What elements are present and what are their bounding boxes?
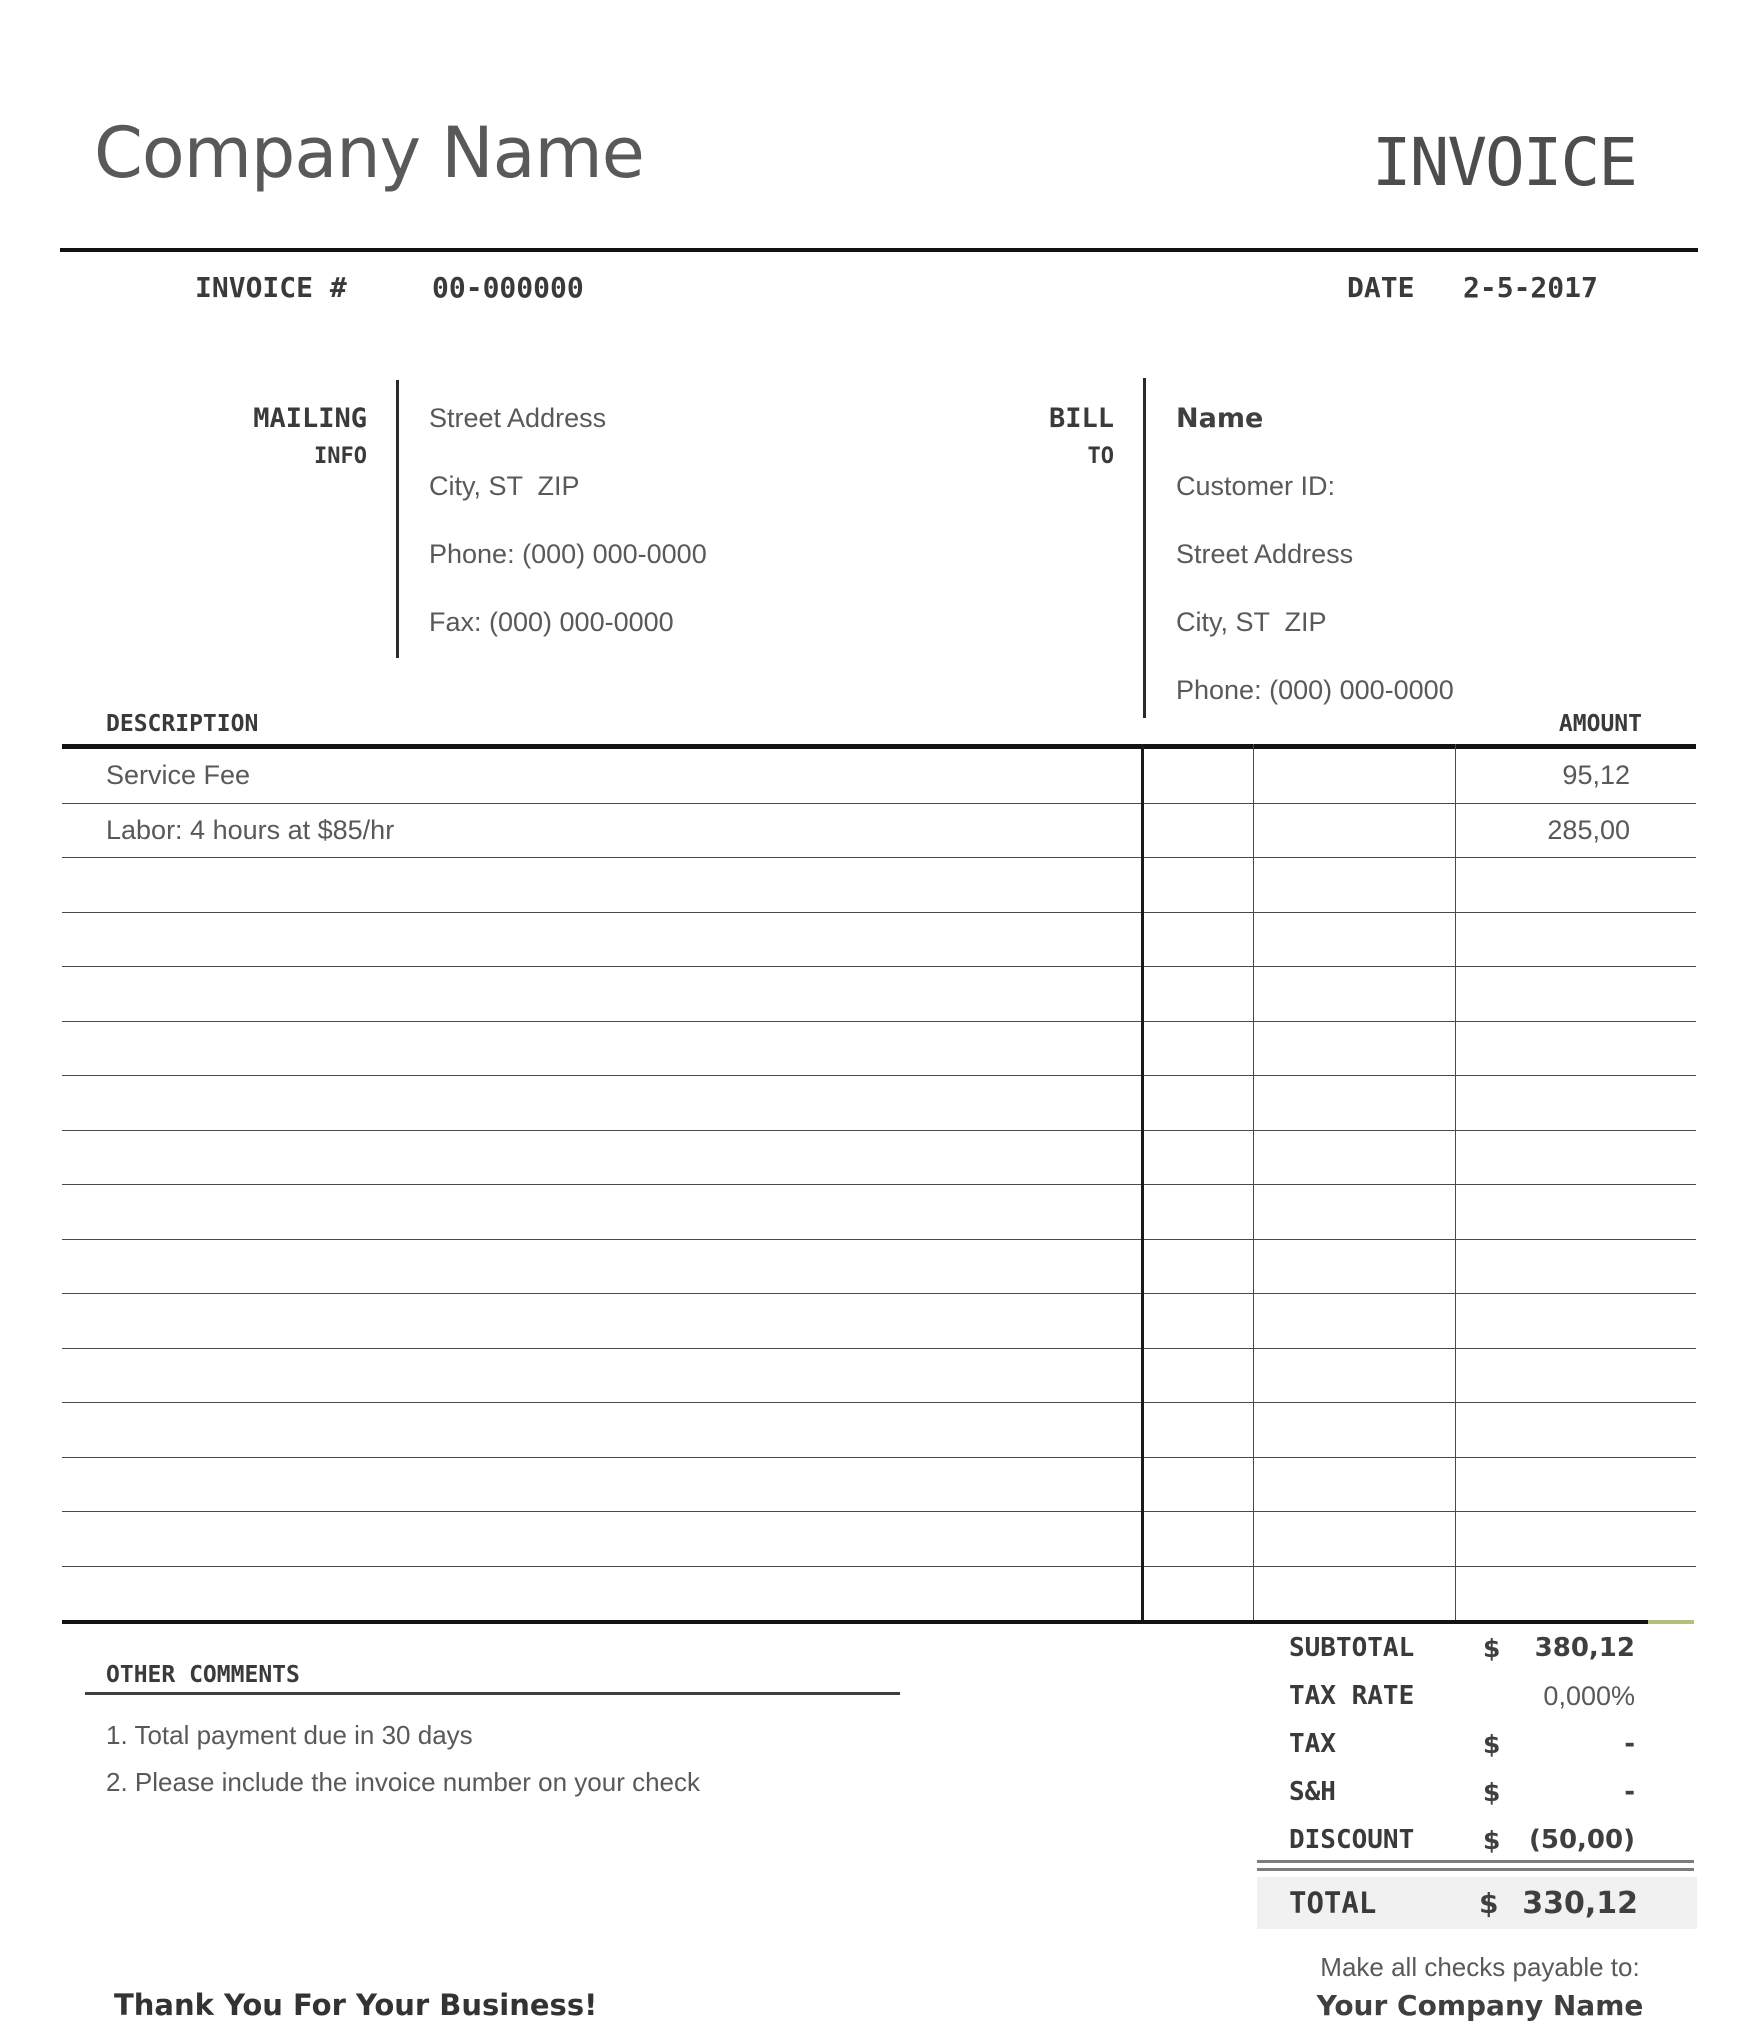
header-divider bbox=[60, 248, 1698, 252]
date-label: DATE bbox=[1347, 271, 1415, 304]
mailing-label-line2: INFO bbox=[314, 444, 367, 469]
table-top-border bbox=[62, 744, 1696, 749]
subtotal-currency: $ bbox=[1483, 1633, 1501, 1663]
totals-block: SUBTOTAL $ 380,12 TAX RATE 0,000% TAX $ … bbox=[1257, 1624, 1694, 1864]
table-row-empty bbox=[62, 1567, 1696, 1621]
tax-row: TAX $ - bbox=[1257, 1720, 1694, 1768]
row-amount: 95,12 bbox=[1562, 760, 1630, 791]
table-row-empty bbox=[62, 1403, 1696, 1458]
table-row-empty bbox=[62, 1512, 1696, 1567]
bill-to-phone: Phone: (000) 000-0000 bbox=[1176, 674, 1454, 705]
bill-to-street: Street Address bbox=[1176, 538, 1354, 569]
mailing-divider bbox=[396, 380, 399, 658]
other-comments-header: OTHER COMMENTS bbox=[106, 1662, 300, 1688]
bill-to-customer-id: Customer ID: bbox=[1176, 470, 1336, 501]
table-row-empty bbox=[62, 1458, 1696, 1512]
other-comments-underline bbox=[85, 1692, 900, 1695]
discount-value: (50,00) bbox=[1528, 1825, 1635, 1855]
table-column-divider-3 bbox=[1455, 744, 1456, 1620]
table-column-divider-1 bbox=[1141, 744, 1144, 1620]
row-description: Labor: 4 hours at $85/hr bbox=[106, 814, 395, 845]
table-row-empty bbox=[62, 913, 1696, 967]
shipping-value: - bbox=[1624, 1777, 1635, 1807]
table-column-divider-2 bbox=[1253, 744, 1254, 1620]
mailing-phone: Phone: (000) 000-0000 bbox=[429, 538, 707, 569]
mailing-info-label: MAILING INFO bbox=[147, 402, 367, 470]
comment-item: 2. Please include the invoice number on … bbox=[106, 1767, 701, 1797]
table-bottom-accent bbox=[1648, 1620, 1694, 1624]
bill-to-label: BILL TO bbox=[894, 402, 1114, 470]
table-rows: Service Fee 95,12 Labor: 4 hours at $85/… bbox=[62, 749, 1696, 1620]
total-double-rule bbox=[1257, 1860, 1694, 1871]
document-title: INVOICE bbox=[1371, 124, 1638, 201]
total-currency: $ bbox=[1479, 1886, 1499, 1920]
table-row-empty bbox=[62, 858, 1696, 913]
mailing-street: Street Address bbox=[429, 402, 607, 433]
thank-you-message: Thank You For Your Business! bbox=[114, 1988, 598, 2022]
payable-company-name: Your Company Name bbox=[1316, 1989, 1644, 2022]
discount-currency: $ bbox=[1483, 1825, 1501, 1855]
tax-rate-value: 0,000% bbox=[1543, 1680, 1635, 1711]
discount-label: DISCOUNT bbox=[1289, 1825, 1415, 1855]
table-row: Service Fee 95,12 bbox=[62, 749, 1696, 804]
bill-to-divider bbox=[1143, 378, 1146, 718]
tax-rate-row: TAX RATE 0,000% bbox=[1257, 1672, 1694, 1720]
payable-note: Make all checks payable to: bbox=[1320, 1952, 1640, 1982]
tax-value: - bbox=[1624, 1729, 1635, 1759]
tax-rate-label: TAX RATE bbox=[1289, 1681, 1415, 1711]
total-row: TOTAL $ 330,12 bbox=[1257, 1877, 1697, 1929]
invoice-number-value: 00-000000 bbox=[432, 271, 584, 304]
subtotal-value: 380,12 bbox=[1534, 1633, 1635, 1663]
table-row-empty bbox=[62, 1022, 1696, 1076]
subtotal-label: SUBTOTAL bbox=[1289, 1633, 1415, 1663]
table-row: Labor: 4 hours at $85/hr 285,00 bbox=[62, 804, 1696, 858]
amount-column-header: AMOUNT bbox=[1558, 711, 1642, 737]
total-label: TOTAL bbox=[1289, 1886, 1377, 1920]
table-row-empty bbox=[62, 967, 1696, 1022]
mailing-fax: Fax: (000) 000-0000 bbox=[429, 606, 674, 637]
row-description: Service Fee bbox=[106, 760, 251, 791]
total-value: 330,12 bbox=[1522, 1885, 1638, 1921]
table-row-empty bbox=[62, 1185, 1696, 1240]
table-row-empty bbox=[62, 1076, 1696, 1131]
table-row-empty bbox=[62, 1349, 1696, 1403]
shipping-row: S&H $ - bbox=[1257, 1768, 1694, 1816]
bill-to-address: Name Customer ID: Street Address City, S… bbox=[1176, 384, 1454, 724]
mailing-address: Street Address City, ST ZIP Phone: (000)… bbox=[429, 384, 707, 656]
mailing-city: City, ST ZIP bbox=[429, 470, 580, 501]
company-name: Company Name bbox=[94, 112, 645, 194]
shipping-label: S&H bbox=[1289, 1777, 1336, 1807]
discount-row: DISCOUNT $ (50,00) bbox=[1257, 1816, 1694, 1864]
subtotal-row: SUBTOTAL $ 380,12 bbox=[1257, 1624, 1694, 1672]
payable-block: Make all checks payable to: Your Company… bbox=[1270, 1952, 1690, 2022]
bill-to-name: Name bbox=[1176, 402, 1264, 434]
table-row-empty bbox=[62, 1131, 1696, 1185]
mailing-label-line1: MAILING bbox=[253, 403, 367, 434]
row-amount: 285,00 bbox=[1547, 814, 1630, 845]
bill-to-city: City, ST ZIP bbox=[1176, 606, 1327, 637]
comment-item: 1. Total payment due in 30 days bbox=[106, 1720, 473, 1750]
tax-label: TAX bbox=[1289, 1729, 1336, 1759]
table-row-empty bbox=[62, 1240, 1696, 1294]
shipping-currency: $ bbox=[1483, 1777, 1501, 1807]
date-value: 2-5-2017 bbox=[1463, 271, 1598, 304]
other-comments-list: 1. Total payment due in 30 days 2. Pleas… bbox=[106, 1712, 700, 1806]
invoice-number-label: INVOICE # bbox=[195, 271, 347, 304]
table-bottom-border bbox=[62, 1620, 1648, 1624]
description-column-header: DESCRIPTION bbox=[106, 711, 259, 737]
table-row-empty bbox=[62, 1294, 1696, 1349]
bill-label-line1: BILL bbox=[1048, 403, 1114, 434]
bill-label-line2: TO bbox=[1087, 444, 1115, 469]
tax-currency: $ bbox=[1483, 1729, 1501, 1759]
